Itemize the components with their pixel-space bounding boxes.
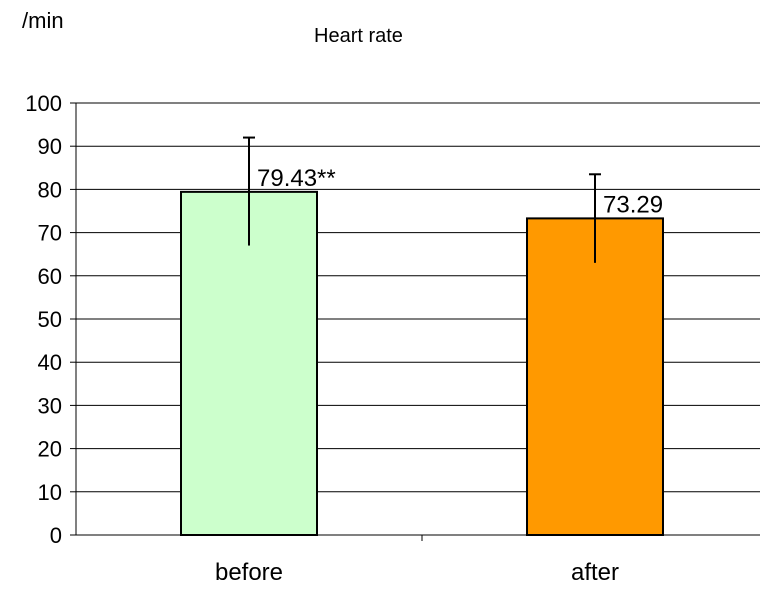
y-tick-label: 20 bbox=[38, 437, 62, 462]
chart-title: Heart rate bbox=[314, 25, 403, 47]
bar-before bbox=[180, 190, 318, 536]
x-tick-label-before: before bbox=[215, 559, 283, 586]
tick-labels: 0 10 20 30 40 50 60 70 80 90 100 79.43** before 73.29… bbox=[25, 91, 663, 586]
bar-after bbox=[526, 217, 664, 536]
y-tick-label: 80 bbox=[38, 177, 62, 202]
y-tick-label: 10 bbox=[38, 480, 62, 505]
y-tick-label: 100 bbox=[25, 91, 62, 116]
y-tick-label: 0 bbox=[50, 523, 62, 548]
data-label-after: 73.29 bbox=[603, 191, 663, 218]
bars bbox=[180, 136, 664, 536]
y-tick-label: 90 bbox=[38, 134, 62, 159]
y-tick-label: 60 bbox=[38, 264, 62, 289]
y-tick-label: 70 bbox=[38, 221, 62, 246]
y-tick-label: 30 bbox=[38, 393, 62, 418]
data-label-before: 79.43** bbox=[257, 165, 336, 192]
y-axis-unit-label: /min bbox=[22, 8, 64, 33]
x-tick-label-after: after bbox=[571, 559, 619, 586]
y-tick-label: 50 bbox=[38, 307, 62, 332]
y-tick-label: 40 bbox=[38, 350, 62, 375]
